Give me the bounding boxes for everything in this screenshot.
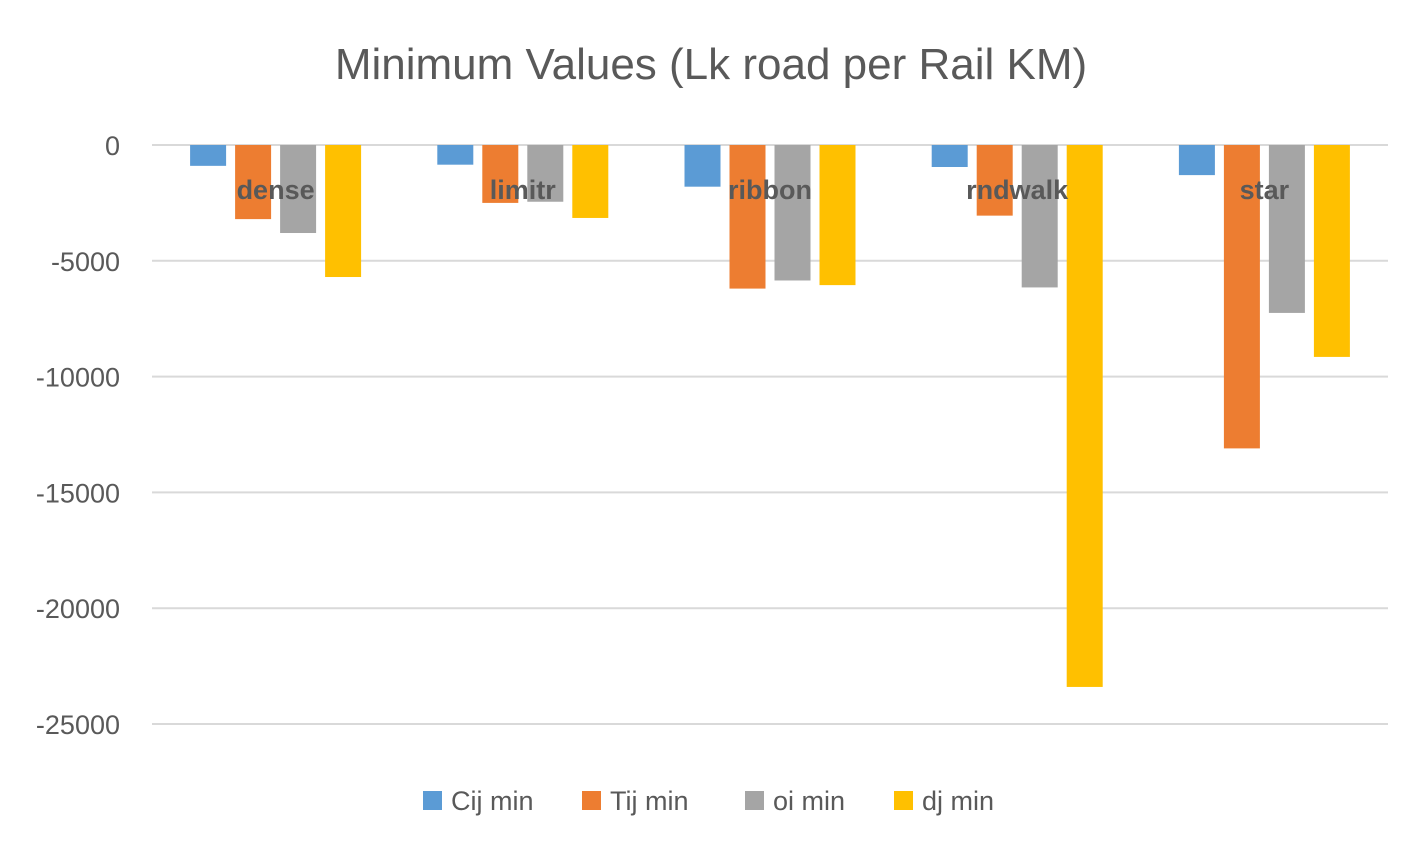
bar	[819, 145, 856, 286]
legend-item: Tij min	[582, 786, 689, 816]
bar	[774, 145, 811, 281]
y-axis-tick-labels: 0 -5000 -10000 -15000 -20000 -25000	[36, 131, 120, 740]
category-label: rndwalk	[966, 175, 1069, 205]
y-tick-label: -20000	[36, 594, 120, 624]
bar	[190, 145, 227, 166]
legend-item: Cij min	[423, 786, 534, 816]
bar	[1268, 145, 1305, 313]
y-tick-label: -5000	[51, 247, 120, 277]
bar	[482, 145, 519, 203]
legend: Cij min Tij min oi min dj min	[423, 786, 994, 816]
bar	[729, 145, 766, 289]
legend-item: oi min	[745, 786, 845, 816]
bar	[684, 145, 721, 187]
bar	[1223, 145, 1260, 449]
chart-title: Minimum Values (Lk road per Rail KM)	[335, 40, 1087, 89]
y-tick-label: 0	[105, 131, 120, 161]
legend-label: dj min	[922, 786, 994, 816]
bar	[235, 145, 272, 220]
y-tick-label: -10000	[36, 363, 120, 393]
bar	[1178, 145, 1215, 176]
legend-label: oi min	[773, 786, 845, 816]
bar	[976, 145, 1013, 216]
bar	[325, 145, 362, 278]
category-label: limitr	[490, 175, 557, 205]
bar	[1021, 145, 1058, 288]
bar	[437, 145, 474, 165]
bar	[1313, 145, 1350, 357]
y-tick-label: -25000	[36, 710, 120, 740]
y-tick-label: -15000	[36, 478, 120, 508]
bar	[1066, 145, 1103, 687]
bar	[572, 145, 609, 218]
legend-swatch	[745, 791, 764, 810]
category-labels: dense limitr ribbon rndwalk star	[237, 175, 1290, 205]
bar	[280, 145, 317, 234]
legend-swatch	[582, 791, 601, 810]
legend-label: Cij min	[451, 786, 534, 816]
legend-label: Tij min	[610, 786, 689, 816]
category-label: ribbon	[728, 175, 812, 205]
bars	[190, 145, 1350, 687]
legend-item: dj min	[894, 786, 994, 816]
bar	[527, 145, 564, 202]
legend-swatch	[423, 791, 442, 810]
category-label: star	[1240, 175, 1290, 205]
bar	[931, 145, 968, 168]
category-label: dense	[237, 175, 315, 205]
legend-swatch	[894, 791, 913, 810]
